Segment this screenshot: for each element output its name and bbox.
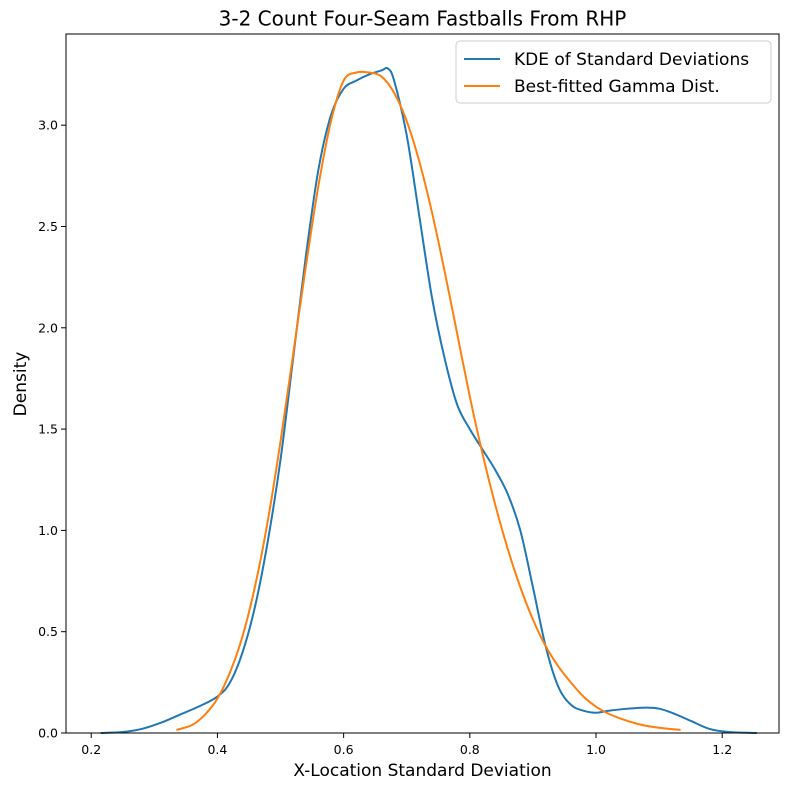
legend: KDE of Standard Deviations Best-fitted G… <box>455 40 772 104</box>
legend-label-gamma: Best-fitted Gamma Dist. <box>514 77 720 97</box>
x-axis: 0.2 0.4 0.6 0.8 1.0 1.2 <box>81 733 732 757</box>
y-axis-title: Density <box>11 352 31 417</box>
y-tick-label: 0.0 <box>38 726 58 741</box>
y-tick-label: 0.5 <box>38 624 58 639</box>
plot-frame <box>65 33 780 734</box>
y-tick-label: 1.0 <box>38 523 58 538</box>
legend-box <box>455 40 772 104</box>
plot-area <box>65 33 780 734</box>
series-line-gamma <box>176 70 681 731</box>
x-tick-label: 0.8 <box>460 742 480 757</box>
x-tick-label: 0.2 <box>81 742 101 757</box>
x-tick-label: 0.6 <box>334 742 354 757</box>
x-tick-label: 1.2 <box>712 742 732 757</box>
series-layer <box>100 66 757 734</box>
y-tick-label: 2.5 <box>38 219 58 234</box>
x-axis-title: X-Location Standard Deviation <box>293 761 551 781</box>
legend-label-kde: KDE of Standard Deviations <box>514 50 749 70</box>
y-tick-label: 3.0 <box>38 118 58 133</box>
x-tick-label: 1.0 <box>586 742 606 757</box>
series-line-kde <box>100 66 757 734</box>
plot-background <box>66 34 779 733</box>
chart-title: 3-2 Count Four-Seam Fastballs From RHP <box>219 7 627 31</box>
x-tick-label: 0.4 <box>207 742 227 757</box>
y-tick-label: 2.0 <box>38 320 58 335</box>
y-axis: 0.0 0.5 1.0 1.5 2.0 2.5 3.0 <box>38 118 66 741</box>
y-tick-label: 1.5 <box>38 422 58 437</box>
